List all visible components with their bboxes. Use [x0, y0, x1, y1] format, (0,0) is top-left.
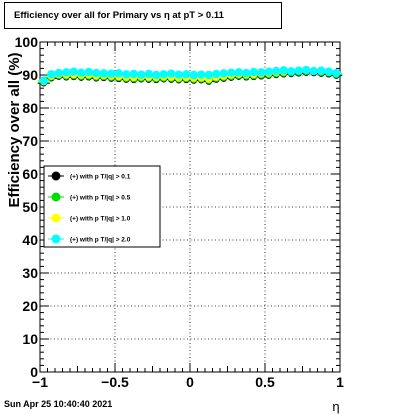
- data-point: [174, 70, 183, 79]
- y-tick-label: 100: [15, 34, 39, 50]
- data-point: [122, 70, 131, 79]
- data-point: [324, 67, 333, 76]
- data-point: [144, 69, 153, 79]
- chart-title: Efficiency over all for Primary vs η at …: [4, 2, 282, 29]
- data-point: [317, 66, 326, 75]
- data-point: [167, 69, 176, 78]
- data-point: [294, 66, 303, 75]
- y-tick-label: 50: [22, 199, 38, 215]
- data-point: [39, 76, 48, 85]
- data-point: [227, 68, 236, 77]
- axis-ticks: [39, 41, 341, 373]
- data-point: [234, 68, 243, 77]
- y-tick-label: 60: [22, 166, 38, 182]
- data-point: [129, 69, 138, 79]
- data-point: [62, 68, 71, 77]
- data-point: [47, 70, 56, 79]
- data-point: [279, 66, 288, 75]
- data-point: [99, 69, 108, 78]
- data-point: [92, 68, 101, 78]
- data-point: [257, 68, 266, 77]
- legend-marker: [51, 213, 61, 223]
- data-point: [212, 69, 221, 79]
- y-tick-label: 0: [30, 364, 38, 380]
- y-tick-label: 30: [22, 265, 38, 281]
- data-point: [197, 70, 206, 79]
- data-point: [69, 67, 78, 76]
- legend-marker: [51, 234, 61, 244]
- data-point: [84, 67, 93, 77]
- legend-label: (+) with p T/|q| > 1.0: [70, 216, 131, 223]
- y-tick-label: 20: [22, 298, 38, 314]
- data-series: [37, 65, 343, 87]
- data-point: [182, 70, 191, 79]
- legend: (+) with p T/|q| > 0.1 (+) with p T/|q| >…: [43, 165, 161, 248]
- data-point: [114, 69, 123, 78]
- data-point: [219, 69, 228, 78]
- legend-label: (+) with p T/|q| > 0.1: [70, 174, 131, 181]
- x-tick-label: −1: [32, 374, 48, 390]
- data-point: [204, 70, 213, 80]
- data-point: [107, 69, 116, 78]
- x-tick-label: 0: [186, 374, 194, 390]
- data-point: [54, 68, 63, 78]
- legend-marker: [51, 192, 61, 202]
- x-tick-label: 1: [336, 374, 344, 390]
- data-point: [137, 70, 146, 79]
- datestamp: Sun Apr 25 10:40:40 2021: [4, 399, 113, 409]
- data-point: [249, 67, 258, 77]
- y-tick-label: 40: [22, 232, 38, 248]
- x-axis-label: η: [332, 399, 339, 414]
- data-point: [309, 66, 318, 76]
- data-point: [159, 70, 168, 79]
- data-point: [287, 67, 296, 76]
- legend-label: (+) with p T/|q| > 0.5: [70, 195, 131, 202]
- legend-label: (+) with p T/|q| > 2.0: [70, 237, 131, 244]
- x-tick-label: −0.5: [101, 374, 129, 390]
- y-tick-label: 80: [22, 100, 38, 116]
- y-tick-label: 10: [22, 331, 38, 347]
- legend-box: [43, 165, 161, 248]
- data-point: [77, 68, 86, 77]
- data-point: [272, 66, 281, 76]
- legend-marker: [51, 171, 61, 181]
- y-axis-label: Efficiency over all (%): [6, 52, 23, 207]
- y-tick-label: 70: [22, 133, 38, 149]
- data-point: [302, 65, 311, 75]
- data-point: [332, 68, 341, 78]
- series-4: [37, 65, 343, 85]
- data-point: [264, 67, 273, 76]
- y-tick-label: 90: [22, 67, 38, 83]
- data-point: [152, 70, 161, 80]
- x-tick-label: 0.5: [255, 374, 275, 390]
- data-point: [242, 68, 251, 78]
- data-point: [189, 70, 198, 80]
